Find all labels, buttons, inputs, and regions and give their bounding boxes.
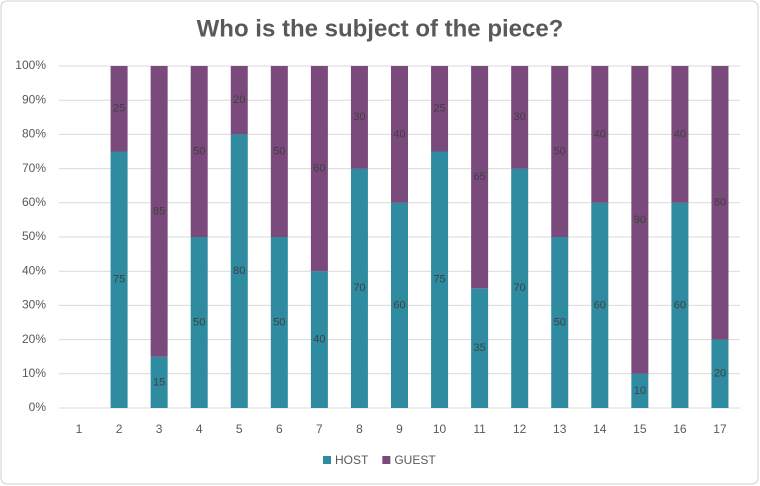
x-tick-label: 5 <box>236 422 243 436</box>
x-tick-label: 1 <box>76 422 83 436</box>
data-label: 50 <box>273 316 285 328</box>
bar-segment <box>391 66 408 203</box>
data-label: 20 <box>233 94 245 106</box>
bar-segment <box>310 271 328 408</box>
y-tick-label: 30% <box>22 298 46 312</box>
x-tick-label: 8 <box>356 422 363 436</box>
data-label: 90 <box>634 214 646 226</box>
data-label: 75 <box>113 274 125 286</box>
bar-segment <box>431 66 449 152</box>
x-tick-label: 11 <box>473 422 486 436</box>
data-label: 30 <box>353 111 365 123</box>
bar-segment <box>671 66 689 203</box>
data-label: 80 <box>233 265 245 277</box>
x-tick-label: 15 <box>633 422 647 436</box>
x-tick-label: 2 <box>116 422 123 436</box>
y-tick-label: 80% <box>22 127 46 141</box>
bar-segment <box>431 151 449 408</box>
bar-segment <box>671 202 689 408</box>
chart-title: Who is the subject of the piece? <box>197 15 564 42</box>
bar-segment <box>631 66 649 374</box>
y-tick-label: 0% <box>29 400 47 414</box>
legend-label: GUEST <box>394 453 436 467</box>
y-tick-label: 70% <box>22 161 46 175</box>
bar-segment <box>711 339 729 408</box>
data-label: 70 <box>353 282 365 294</box>
x-tick-label: 3 <box>156 422 163 436</box>
bar-segment <box>471 66 489 289</box>
data-label: 75 <box>433 274 445 286</box>
x-tick-label: 14 <box>593 422 607 436</box>
bar-segment <box>551 66 569 237</box>
bar-segment <box>391 202 408 408</box>
data-label: 40 <box>594 128 606 140</box>
bar-segment <box>591 202 609 408</box>
bar-segment <box>350 168 368 408</box>
x-tick-label: 4 <box>196 422 203 436</box>
bar-segment <box>110 66 128 152</box>
y-tick-label: 10% <box>22 366 46 380</box>
data-label: 25 <box>433 103 445 115</box>
legend-swatch <box>323 456 331 464</box>
data-label: 65 <box>473 171 485 183</box>
legend-label: HOST <box>335 453 369 467</box>
x-tick-label: 17 <box>713 422 727 436</box>
data-label: 50 <box>193 145 205 157</box>
legend-swatch <box>382 456 391 464</box>
data-label: 20 <box>714 368 726 380</box>
y-tick-label: 40% <box>22 263 46 277</box>
bar-segment <box>150 66 168 357</box>
data-label: 60 <box>393 299 405 311</box>
data-label: 10 <box>634 385 646 397</box>
data-label: 60 <box>594 299 606 311</box>
data-label: 15 <box>153 376 165 388</box>
x-tick-label: 16 <box>673 422 687 436</box>
data-label: 70 <box>514 282 526 294</box>
data-label: 85 <box>153 205 165 217</box>
bar-segment <box>471 288 489 408</box>
y-tick-label: 100% <box>15 58 46 72</box>
y-tick-label: 60% <box>22 195 46 209</box>
y-tick-label: 50% <box>22 229 46 243</box>
x-tick-label: 7 <box>316 422 323 436</box>
bar-segment <box>190 237 208 408</box>
bar-segment <box>551 237 569 408</box>
data-label: 40 <box>393 128 405 140</box>
bar-segment <box>511 168 529 408</box>
bar-segment <box>270 66 288 237</box>
x-tick-label: 9 <box>396 422 403 436</box>
bar-segment <box>110 151 128 408</box>
data-label: 80 <box>714 197 726 209</box>
data-label: 30 <box>514 111 526 123</box>
data-label: 50 <box>554 316 566 328</box>
bar-segment <box>350 66 368 169</box>
x-tick-label: 10 <box>433 422 447 436</box>
data-label: 35 <box>473 342 485 354</box>
x-tick-label: 13 <box>553 422 567 436</box>
bar-segment <box>270 237 288 408</box>
bar-segment <box>511 66 529 169</box>
y-tick-label: 90% <box>22 92 46 106</box>
data-label: 50 <box>193 316 205 328</box>
bar-segment <box>591 66 609 203</box>
data-label: 50 <box>273 145 285 157</box>
data-label: 60 <box>313 163 325 175</box>
data-label: 25 <box>113 103 125 115</box>
bar-segment <box>631 373 649 408</box>
data-label: 40 <box>313 334 325 346</box>
bar-segment <box>150 356 168 408</box>
bar-segment <box>230 134 248 408</box>
data-label: 40 <box>674 128 686 140</box>
bar-segment <box>190 66 208 237</box>
y-tick-label: 20% <box>22 332 46 346</box>
bar-segment <box>310 66 328 272</box>
bar-segment <box>230 66 248 135</box>
data-label: 60 <box>674 299 686 311</box>
data-label: 50 <box>554 145 566 157</box>
x-tick-label: 6 <box>276 422 283 436</box>
bar-segment <box>711 66 729 340</box>
x-tick-label: 12 <box>513 422 527 436</box>
